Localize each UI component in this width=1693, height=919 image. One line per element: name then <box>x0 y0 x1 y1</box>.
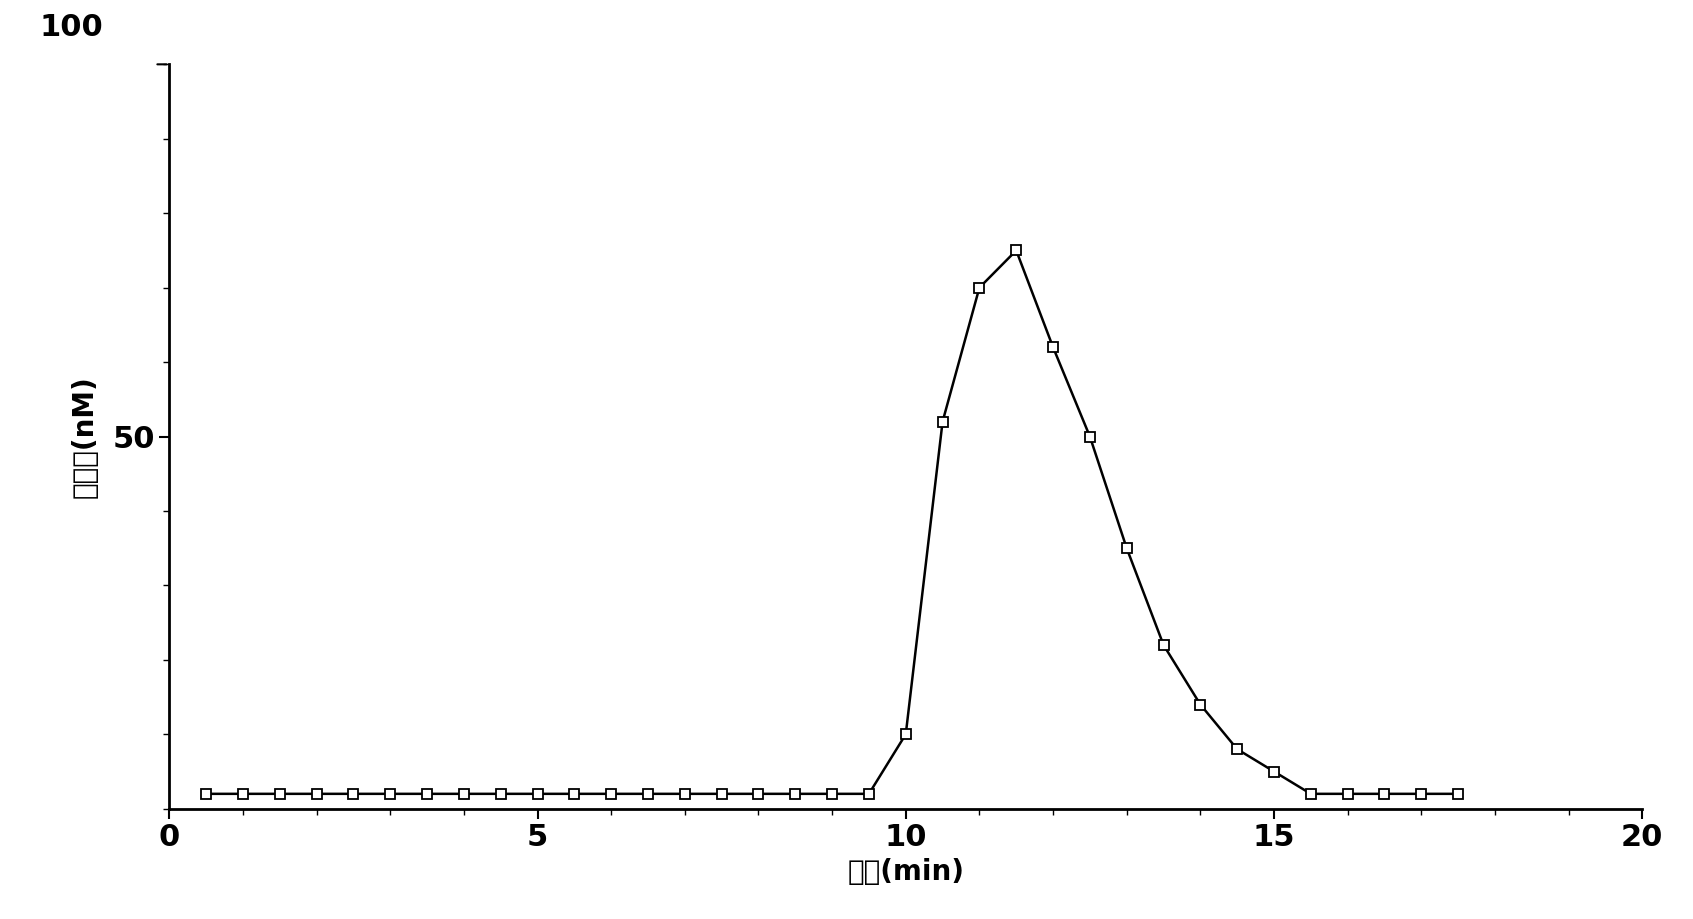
Y-axis label: 凝血酶(nM): 凝血酶(nM) <box>71 375 98 498</box>
Text: 100: 100 <box>39 13 103 42</box>
X-axis label: 时间(min): 时间(min) <box>846 857 965 886</box>
